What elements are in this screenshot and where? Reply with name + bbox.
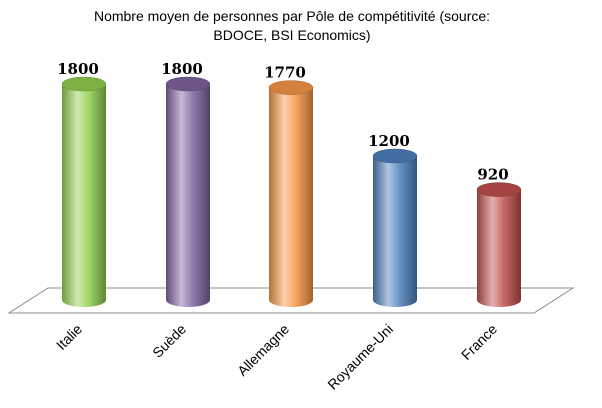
bar-italie — [62, 84, 106, 307]
bar-top-suède — [165, 76, 211, 92]
bar-top-france — [476, 182, 522, 197]
data-label-allemagne: 1770 — [264, 64, 306, 82]
bar-top-allemagne — [268, 80, 314, 95]
category-label-italie: Italie — [53, 321, 85, 353]
bar-royaume-uni — [373, 156, 417, 307]
category-labels-group: Italie Suède Allemagne Royaume-Uni France — [53, 321, 500, 393]
bar-france — [477, 189, 521, 307]
data-label-italie: 1800 — [57, 60, 99, 78]
data-label-royaume-uni: 1200 — [368, 132, 410, 150]
bar-top-royaume-uni — [372, 148, 418, 164]
data-labels-group: 1800 1800 1770 1200 920 — [57, 60, 509, 184]
bars-group — [61, 76, 522, 307]
bar-top-italie — [61, 76, 107, 92]
category-label-france: France — [458, 321, 500, 363]
chart-title: Nombre moyen de personnes par Pôle de co… — [94, 8, 490, 43]
bar-suède — [166, 84, 210, 307]
category-label-suède: Suède — [149, 321, 189, 361]
category-label-royaume-uni: Royaume-Uni — [324, 321, 396, 393]
bar-allemagne — [269, 87, 313, 307]
category-label-allemagne: Allemagne — [234, 321, 292, 379]
chart-title-line-1: Nombre moyen de personnes par Pôle de co… — [94, 8, 490, 24]
chart-title-line-2: BDOCE, BSI Economics) — [213, 27, 370, 43]
data-label-suède: 1800 — [161, 60, 203, 78]
data-label-france: 920 — [477, 166, 508, 184]
